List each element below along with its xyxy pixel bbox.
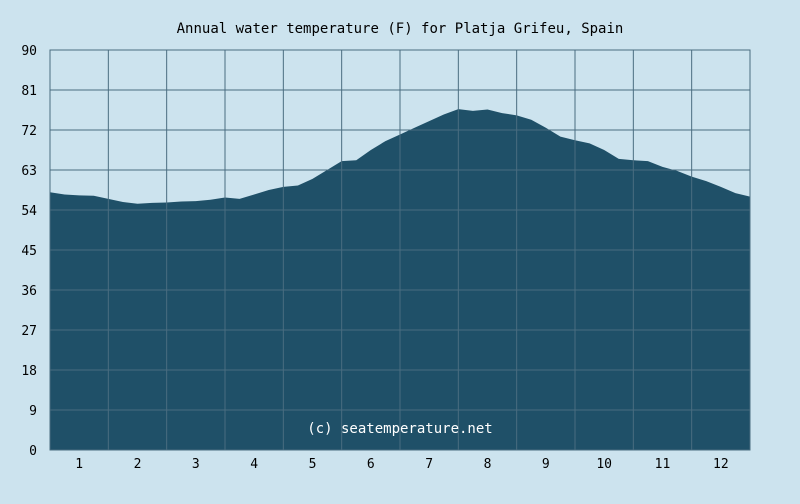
y-tick-label: 63: [21, 164, 37, 179]
y-tick-label: 36: [21, 284, 37, 299]
x-tick-label: 6: [367, 457, 375, 472]
y-tick-label: 72: [21, 124, 37, 139]
y-tick-label: 27: [21, 324, 37, 339]
chart-title: Annual water temperature (F) for Platja …: [177, 21, 624, 37]
x-tick-label: 5: [309, 457, 317, 472]
plot-border: [49, 49, 751, 451]
y-tick-label: 90: [21, 44, 37, 59]
watermark-text: (c) seatemperature.net: [307, 421, 492, 437]
y-tick-label: 45: [21, 244, 37, 259]
y-tick-label: 0: [29, 444, 37, 459]
x-tick-label: 10: [596, 457, 612, 472]
y-tick-label: 54: [21, 204, 37, 219]
x-tick-label: 9: [542, 457, 550, 472]
x-tick-label: 12: [713, 457, 729, 472]
x-tick-label: 3: [192, 457, 200, 472]
x-tick-label: 7: [425, 457, 433, 472]
x-tick-label: 1: [75, 457, 83, 472]
x-tick-label: 2: [134, 457, 142, 472]
x-tick-label: 8: [484, 457, 492, 472]
y-tick-label: 9: [29, 404, 37, 419]
x-tick-label: 11: [655, 457, 671, 472]
y-tick-label: 81: [21, 84, 37, 99]
y-tick-label: 18: [21, 364, 37, 379]
x-tick-label: 4: [250, 457, 258, 472]
